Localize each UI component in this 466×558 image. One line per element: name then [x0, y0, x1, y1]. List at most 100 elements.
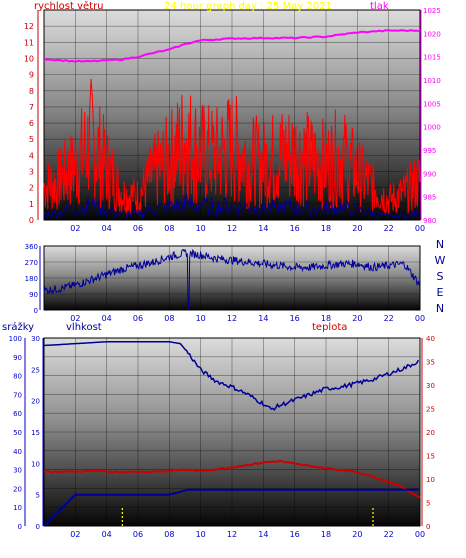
wind-y-tick-label: 2: [29, 184, 34, 193]
wind-y-tick-label: 3: [29, 168, 34, 177]
x-tick-label: 04: [102, 314, 112, 323]
x-tick-label: 04: [102, 530, 112, 539]
pressure-y-tick-label: 1000: [423, 124, 441, 132]
direction-y-tick-label: 180: [25, 275, 38, 283]
compass-label: N: [436, 238, 444, 251]
x-tick-label: 06: [133, 530, 143, 539]
x-tick-label: 18: [321, 314, 331, 323]
wind-direction-line: [43, 248, 420, 310]
rain-cumulative-line: [43, 488, 419, 527]
pressure-y-tick-label: 1015: [423, 54, 441, 62]
temperature-y-tick-label: 10: [426, 476, 435, 484]
rain-y-tick-label: 90: [13, 354, 22, 362]
humidity-y-tick-label: 0: [36, 523, 40, 531]
humidity-y-tick-label: 25: [31, 366, 40, 374]
x-tick-label: 08: [164, 530, 174, 539]
pressure-y-tick-label: 1005: [423, 100, 441, 108]
x-tick-label: 20: [352, 224, 362, 233]
x-tick-label: 14: [258, 314, 268, 323]
x-tick-label: 10: [196, 224, 206, 233]
humidity-y-tick-label: 20: [31, 398, 40, 406]
wind-y-tick-label: 8: [29, 87, 34, 96]
x-tick-label: 22: [384, 314, 394, 323]
x-tick-label: 14: [258, 224, 268, 233]
pressure-y-tick-label: 1010: [423, 77, 441, 85]
x-tick-label: 02: [70, 314, 80, 323]
x-tick-label: 12: [227, 314, 237, 323]
x-tick-label: 00: [415, 530, 425, 539]
rain-y-tick-label: 20: [13, 485, 22, 493]
wind-speed-label: rychlost větru: [34, 0, 104, 12]
x-tick-label: 04: [102, 224, 112, 233]
x-tick-label: 20: [352, 314, 362, 323]
temperature-y-tick-label: 35: [426, 359, 435, 367]
wind-y-tick-label: 7: [29, 103, 34, 112]
x-tick-label: 16: [290, 314, 300, 323]
rain-y-tick-label: 0: [18, 523, 22, 531]
temperature-y-tick-label: 20: [426, 429, 435, 437]
rain-y-tick-label: 10: [13, 504, 22, 512]
x-tick-label: 18: [321, 530, 331, 539]
humidity-label: vlhkost: [66, 322, 102, 333]
x-tick-label: 14: [258, 530, 268, 539]
pressure-y-tick-label: 985: [423, 194, 436, 202]
x-tick-label: 02: [70, 224, 80, 233]
wind-y-tick-label: 4: [29, 151, 34, 160]
x-tick-label: 00: [415, 314, 425, 323]
x-tick-label: 06: [133, 224, 143, 233]
x-tick-label: 20: [352, 530, 362, 539]
pressure-line: [43, 29, 421, 63]
wind-y-tick-label: 6: [29, 119, 34, 128]
rain-y-tick-label: 100: [9, 335, 22, 343]
wind-y-tick-label: 10: [24, 54, 34, 63]
direction-y-tick-label: 90: [29, 291, 38, 299]
compass-label: E: [437, 286, 444, 299]
compass-label: S: [437, 270, 444, 283]
humidity-y-tick-label: 5: [36, 492, 40, 500]
temperature-y-tick-label: 30: [426, 382, 435, 390]
direction-y-tick-label: 360: [25, 243, 38, 251]
temperature-y-tick-label: 5: [426, 500, 430, 508]
wind-y-tick-label: 11: [24, 38, 34, 47]
x-tick-label: 02: [70, 530, 80, 539]
pressure-label: tlak: [370, 1, 389, 12]
x-tick-label: 16: [290, 224, 300, 233]
humidity-y-tick-label: 30: [31, 335, 40, 343]
x-tick-label: 10: [196, 314, 206, 323]
temperature-y-tick-label: 40: [426, 335, 435, 343]
direction-y-tick-label: 0: [34, 307, 38, 315]
x-tick-label: 06: [133, 314, 143, 323]
x-tick-label: 00: [415, 224, 425, 233]
pressure-y-tick-label: 1025: [423, 7, 441, 15]
temperature-y-tick-label: 15: [426, 453, 435, 461]
temperature-y-tick-label: 0: [426, 523, 430, 531]
wind-y-tick-label: 0: [29, 216, 34, 225]
compass-label: W: [435, 254, 446, 267]
compass-label: N: [436, 302, 444, 315]
rain-y-tick-label: 30: [13, 467, 22, 475]
rain-y-tick-label: 50: [13, 429, 22, 437]
temperature-line: [43, 459, 421, 499]
pressure-y-tick-label: 995: [423, 147, 436, 155]
rain-y-tick-label: 80: [13, 373, 22, 381]
x-tick-label: 10: [196, 530, 206, 539]
humidity-line: [43, 341, 420, 412]
temperature-label: teplota: [312, 322, 347, 333]
axis-labels: 0202020404040606060808081010101212121414…: [9, 7, 446, 539]
x-tick-label: 22: [384, 224, 394, 233]
x-tick-label: 16: [290, 530, 300, 539]
humidity-y-tick-label: 10: [31, 460, 40, 468]
graph-title: 24 hour graph day : 25 May 2021: [164, 1, 332, 12]
wind-y-tick-label: 12: [24, 22, 34, 31]
rain-label: srážky: [2, 321, 34, 333]
direction-y-tick-label: 270: [25, 259, 38, 267]
wind-gust-line: [43, 78, 421, 216]
pressure-y-tick-label: 1020: [423, 30, 441, 38]
rain-y-tick-label: 60: [13, 410, 22, 418]
wind-average-line: [43, 192, 419, 220]
temperature-y-tick-label: 25: [426, 406, 435, 414]
x-tick-label: 12: [227, 224, 237, 233]
wind-y-tick-label: 1: [29, 200, 34, 209]
x-tick-label: 22: [384, 530, 394, 539]
